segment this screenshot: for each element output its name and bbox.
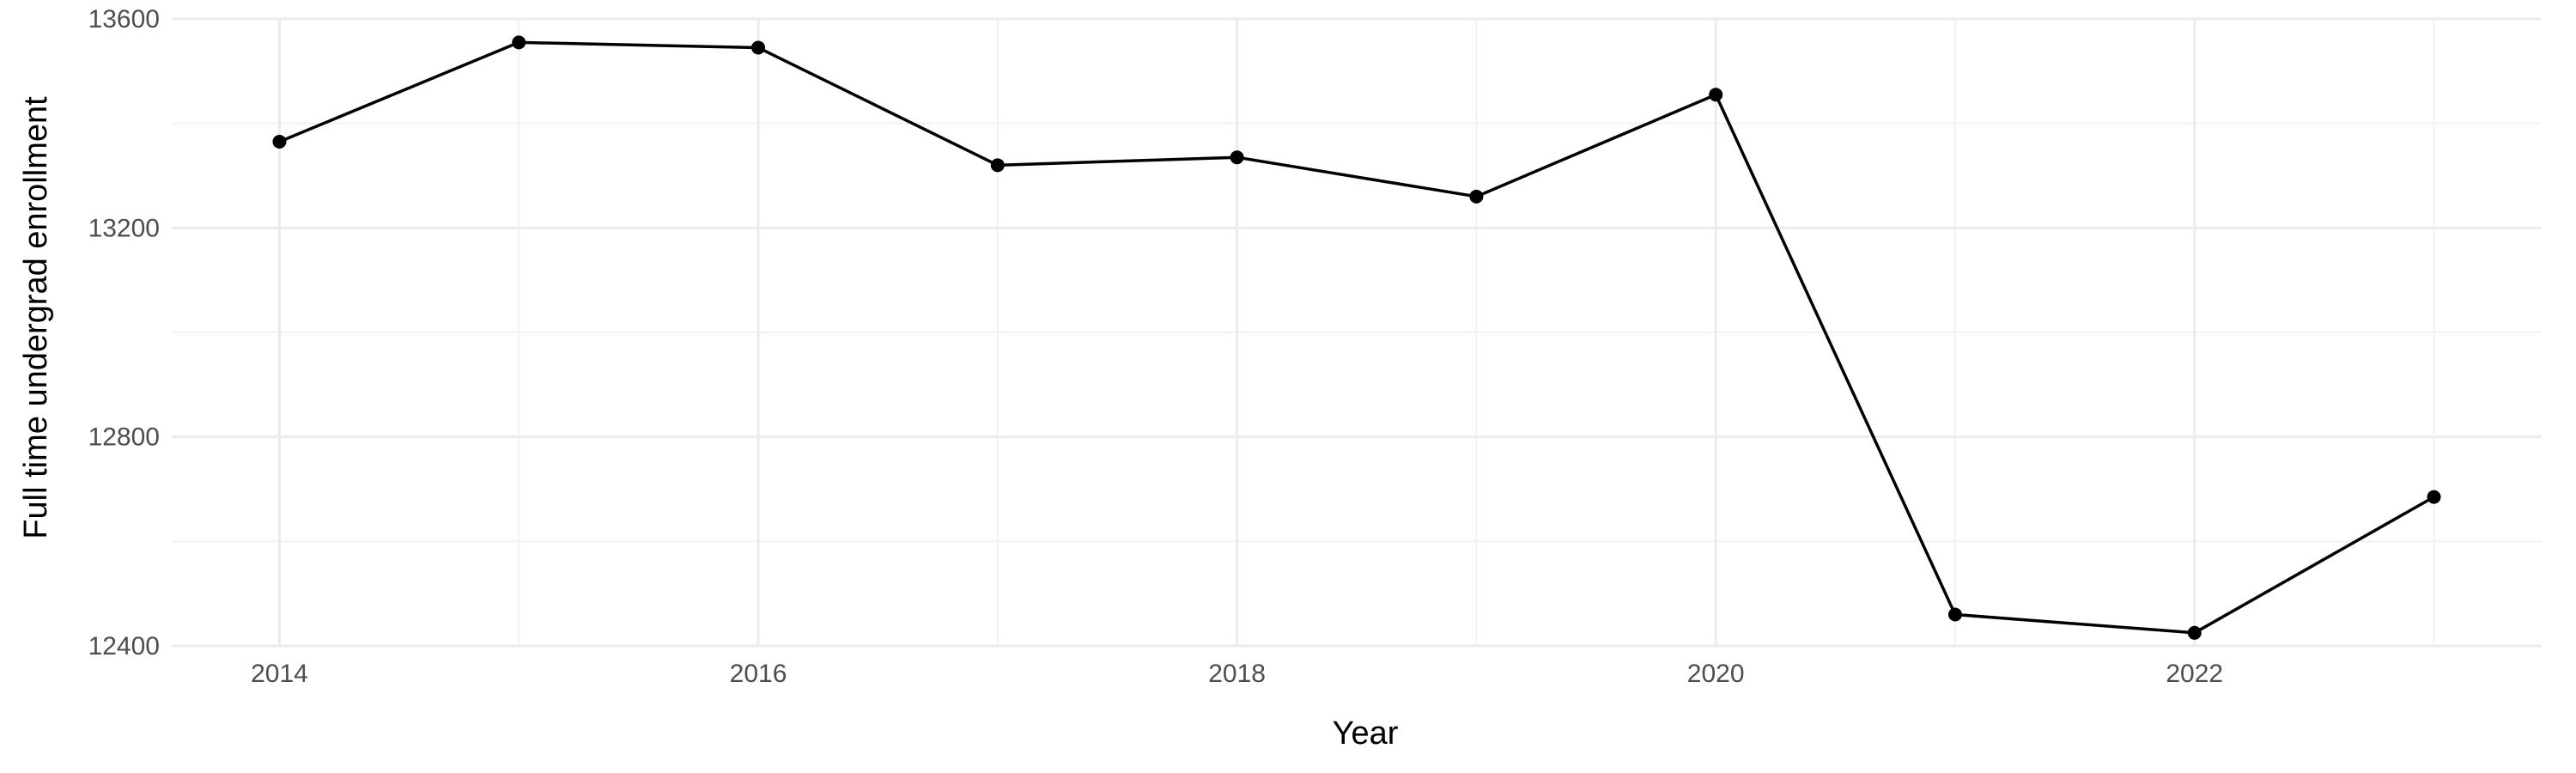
x-tick-label: 2022	[2166, 660, 2223, 688]
data-series	[272, 35, 2441, 640]
x-tick-label: 2014	[251, 660, 308, 688]
data-point	[990, 158, 1005, 173]
x-axis-title: Year	[1333, 715, 1399, 752]
data-point	[1709, 88, 1723, 102]
y-tick-label: 13200	[88, 214, 160, 242]
y-axis-title: Full time undergrad enrollment	[18, 96, 54, 539]
series-line	[278, 40, 2435, 635]
data-point	[2187, 625, 2202, 640]
grid	[172, 17, 2542, 648]
data-point	[272, 134, 287, 149]
x-tick-label: 2018	[1208, 660, 1266, 688]
data-point	[1469, 189, 1484, 204]
y-tick-label: 13600	[88, 5, 160, 33]
x-tick-label: 2020	[1687, 660, 1745, 688]
data-point	[2427, 490, 2441, 504]
data-point	[1230, 150, 1244, 165]
tick-labels: 12400 12800 13200 13600 2014 2016 2018 2020 2022	[88, 5, 2224, 688]
y-tick-label: 12800	[88, 423, 160, 452]
y-tick-label: 12400	[88, 632, 160, 660]
data-point	[1947, 607, 1962, 622]
data-point	[512, 35, 526, 50]
data-point	[751, 40, 766, 55]
x-tick-label: 2016	[730, 660, 787, 688]
